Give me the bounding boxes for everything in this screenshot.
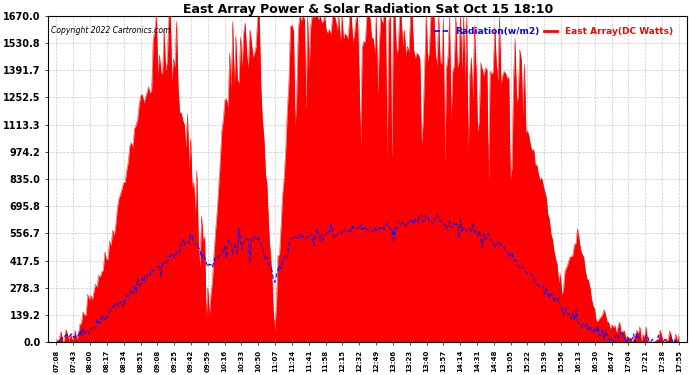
- Text: Copyright 2022 Cartronics.com: Copyright 2022 Cartronics.com: [51, 26, 170, 34]
- Legend: Radiation(w/m2), East Array(DC Watts): Radiation(w/m2), East Array(DC Watts): [431, 24, 676, 40]
- Title: East Array Power & Solar Radiation Sat Oct 15 18:10: East Array Power & Solar Radiation Sat O…: [183, 3, 553, 16]
